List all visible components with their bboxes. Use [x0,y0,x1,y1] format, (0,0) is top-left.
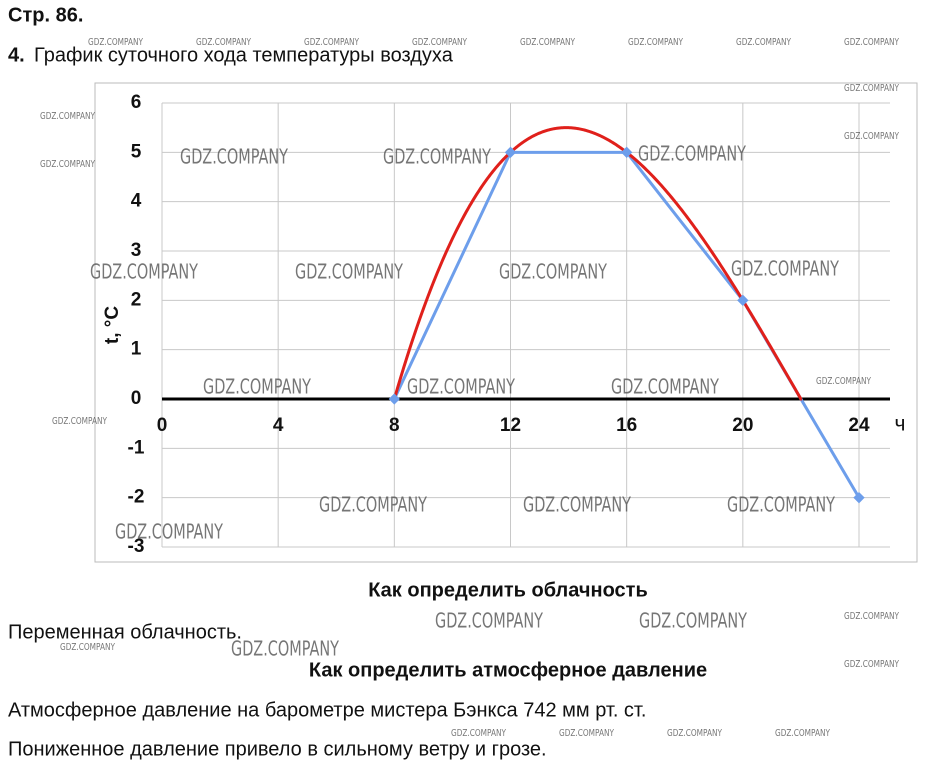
x-tick-label: 20 [732,415,753,436]
watermark: GDZ.COMPANY [499,260,608,284]
watermark: GDZ.COMPANY [523,493,632,517]
watermark: GDZ.COMPANY [611,375,720,399]
section-line: Переменная облачность. [8,621,242,643]
watermarks: GDZ.COMPANY GDZ.COMPANY GDZ.COMPANY GDZ.COM… [40,37,900,739]
watermark: GDZ.COMPANY [639,609,748,633]
y-tick-label: 2 [131,289,142,310]
y-axis-label: t, °C [102,306,123,344]
watermark: GDZ.COMPANY [319,493,428,517]
x-tick-label: 24 [848,415,870,436]
watermark: GDZ.COMPANY [520,37,576,48]
watermark: GDZ.COMPANY [844,131,900,142]
watermark: GDZ.COMPANY [383,145,492,169]
watermark: GDZ.COMPANY [844,659,900,670]
watermark: GDZ.COMPANY [667,728,723,739]
trend-curve [392,126,803,401]
watermark: GDZ.COMPANY [180,145,289,169]
y-tick-label: 3 [131,240,142,261]
y-tick-label: 0 [131,388,142,409]
watermark: GDZ.COMPANY [90,260,199,284]
watermark: GDZ.COMPANY [731,257,840,281]
watermark: GDZ.COMPANY [412,37,468,48]
watermark: GDZ.COMPANY [203,375,312,399]
watermark: GDZ.COMPANY [844,37,900,48]
watermark: GDZ.COMPANY [844,83,900,94]
task-number: 4. [8,44,25,66]
section-heading: Как определить атмосферное давление [309,659,707,681]
watermark: GDZ.COMPANY [407,375,516,399]
watermark: GDZ.COMPANY [52,416,108,427]
watermark: GDZ.COMPANY [844,611,900,622]
watermark: GDZ.COMPANY [775,728,831,739]
watermark: GDZ.COMPANY [295,260,404,284]
data-point [621,146,633,158]
watermark: GDZ.COMPANY [435,609,544,633]
data-point [388,393,400,405]
x-tick-label: 4 [273,415,284,436]
watermark: GDZ.COMPANY [736,37,792,48]
y-tick-label: -3 [128,536,145,557]
y-tick-label: 5 [131,141,142,162]
y-tick-label: -2 [128,487,145,508]
x-tick-label: 12 [500,415,521,436]
x-tick-label: 8 [389,415,400,436]
x-tick-label: 16 [616,415,637,436]
section-line: Пониженное давление привело в сильному в… [8,738,547,760]
watermark: GDZ.COMPANY [231,637,340,661]
x-tick-label: 0 [157,415,168,436]
section-line: Атмосферное давление на барометре мистер… [8,699,646,721]
chart-frame [94,82,918,563]
watermark: GDZ.COMPANY [559,728,615,739]
y-tick-label: 4 [131,191,142,212]
watermark: GDZ.COMPANY [628,37,684,48]
watermark: GDZ.COMPANY [60,642,116,653]
data-point [737,294,749,306]
watermark: GDZ.COMPANY [451,728,507,739]
page-number: Стр. 86. [8,4,83,26]
y-tick-label: 6 [131,92,142,113]
data-point [504,146,517,158]
watermark: GDZ.COMPANY [196,37,252,48]
watermark: GDZ.COMPANY [40,159,96,170]
watermark: GDZ.COMPANY [816,376,872,387]
watermark: GDZ.COMPANY [88,37,144,48]
x-axis-label: ч [895,413,906,436]
y-tick-label: -1 [128,437,145,458]
data-point [853,492,865,504]
watermark: GDZ.COMPANY [727,493,836,517]
watermark: GDZ.COMPANY [115,520,224,544]
watermark: GDZ.COMPANY [304,37,360,48]
section-heading: Как определить облачность [368,579,648,601]
watermark: GDZ.COMPANY [40,111,96,122]
y-tick-label: 1 [131,339,142,360]
watermark: GDZ.COMPANY [638,142,747,166]
task-title: График суточного хода температуры воздух… [34,44,454,66]
